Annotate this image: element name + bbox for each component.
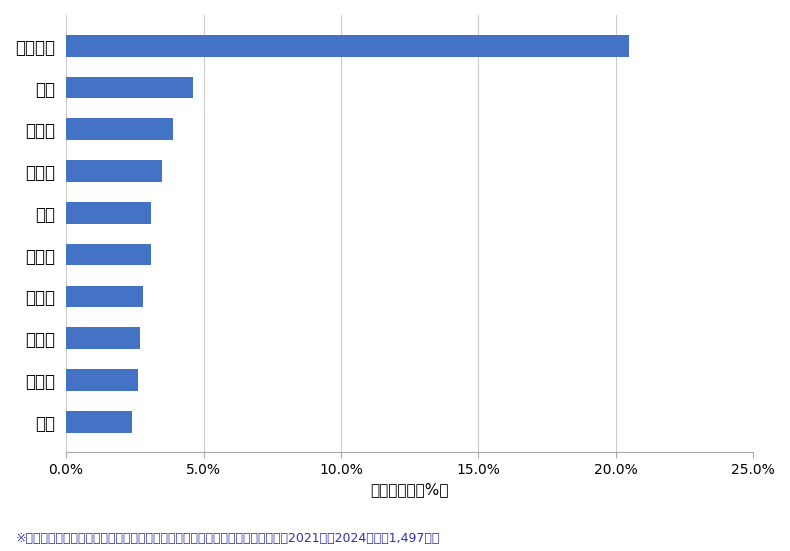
Bar <box>66 35 630 57</box>
Bar <box>66 285 143 307</box>
Bar <box>66 77 193 99</box>
Bar <box>66 118 173 140</box>
Bar <box>66 202 152 224</box>
Bar <box>66 160 162 182</box>
X-axis label: 件数の割合（%）: 件数の割合（%） <box>371 483 449 498</box>
Bar <box>66 327 141 349</box>
Bar <box>66 244 152 266</box>
Text: ※弊社受付の案件を対象に、受付時に市区町村の回答があったものを集計（期間2021年〜2024年、計1,497件）: ※弊社受付の案件を対象に、受付時に市区町村の回答があったものを集計（期間2021… <box>16 532 440 545</box>
Bar <box>66 411 132 433</box>
Bar <box>66 369 137 391</box>
